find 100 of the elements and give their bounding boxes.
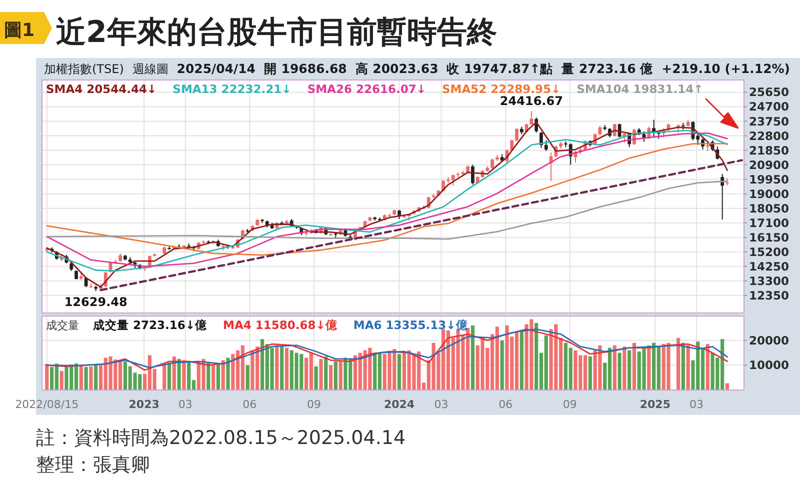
bar <box>314 366 318 390</box>
bar <box>94 364 98 390</box>
text: 高 20023.63 <box>355 61 438 76</box>
y-tick-label: 21850 <box>749 143 790 158</box>
bar <box>338 361 342 390</box>
bar <box>275 345 279 390</box>
annotation: 24416.67 <box>500 94 563 108</box>
x-tick-label: 06 <box>498 398 513 411</box>
bar <box>470 325 475 390</box>
text: +219.10 (+1.12%) <box>662 61 790 76</box>
text: SMA4 20544.44↓ <box>46 82 157 96</box>
candlestick <box>515 128 518 142</box>
candlestick <box>471 164 474 186</box>
bar <box>706 344 710 390</box>
bar <box>280 346 284 390</box>
line-series <box>46 180 728 240</box>
y-tick-label: 22800 <box>749 128 790 143</box>
text: 2025/04/14 <box>176 61 256 76</box>
text: SMA104 19831.14↑ <box>576 82 704 96</box>
x-tick-label: 06 <box>242 398 257 411</box>
bar <box>328 365 333 390</box>
bar <box>89 366 93 390</box>
x-tick-label: 03 <box>178 398 192 411</box>
y-tick-label: 20900 <box>749 158 790 172</box>
line-series <box>46 142 728 256</box>
y-tick-label: 10000 <box>749 358 790 372</box>
y-tick-label: 17100 <box>749 216 790 230</box>
series-label: MA4 11580.68↓億 <box>223 318 338 332</box>
text: 註：資料時間為2022.08.15～2025.04.14 <box>36 427 406 449</box>
y-tick-label: 23750 <box>749 114 790 128</box>
y-tick-label: 19950 <box>749 172 790 186</box>
bar <box>612 345 616 390</box>
candlestick <box>706 141 710 152</box>
candlestick <box>544 140 548 152</box>
y-tick-label: 25650 <box>749 85 790 100</box>
text: SMA52 22289.95↓ <box>442 82 561 96</box>
bar <box>588 356 592 390</box>
y-tick-label: 13300 <box>749 274 790 288</box>
y-tick-label: 20000 <box>749 333 790 348</box>
text: 量 2723.16 億 <box>560 61 654 76</box>
candlestick <box>74 270 78 280</box>
series-label: MA6 13355.13↓億 <box>353 318 469 332</box>
text: 開 19686.68 <box>264 61 347 76</box>
text: 成交量 2723.16↓億 <box>92 318 208 332</box>
bar <box>334 361 338 390</box>
text: 整理：張真卿 <box>36 454 150 476</box>
bar <box>177 358 181 390</box>
chart-title: 成交量 <box>46 319 79 332</box>
y-tick-label: 19000 <box>749 186 790 201</box>
candlestick <box>612 123 616 138</box>
bar <box>397 354 402 390</box>
x-tick-label: 2025 <box>640 398 671 411</box>
bar <box>221 360 225 390</box>
y-tick-label: 18050 <box>749 201 790 216</box>
candlestick <box>540 131 543 148</box>
x-tick-label: 03 <box>434 398 448 411</box>
x-tick-label: 2023 <box>128 398 160 411</box>
x-tick-label: 03 <box>689 398 704 411</box>
bar <box>681 342 685 390</box>
x-tick-label: 09 <box>306 398 321 411</box>
bar <box>622 346 626 390</box>
text: SMA26 22616.07↓ <box>307 82 426 96</box>
x-tick-label: 2022/08/15 <box>15 398 79 411</box>
bar <box>686 345 690 390</box>
candlestick <box>490 158 494 170</box>
x-tick-label: 09 <box>562 398 577 411</box>
bar <box>324 356 328 390</box>
y-tick-label: 24700 <box>749 100 790 114</box>
bar <box>284 348 289 390</box>
bar <box>647 345 651 390</box>
bar <box>84 366 88 390</box>
bar <box>162 364 166 390</box>
bar <box>45 364 49 390</box>
y-tick-label: 15200 <box>749 244 790 259</box>
annotation: 12629.48 <box>64 295 128 310</box>
bar <box>226 358 230 390</box>
chart-title: 近2年來的台股牛市目前暫時告終 <box>56 15 497 50</box>
x-tick-label: 2024 <box>384 398 415 411</box>
text: SMA13 22232.21↓ <box>172 82 292 96</box>
bar <box>246 365 250 390</box>
bar <box>618 352 622 390</box>
y-tick-label: 16150 <box>749 230 790 244</box>
badge: 圖1 <box>0 12 52 44</box>
bar <box>628 350 632 390</box>
bar <box>60 370 64 390</box>
candlestick <box>530 110 534 126</box>
bar <box>676 338 680 390</box>
y-tick-label: 12350 <box>749 288 790 302</box>
y-tick-label: 14250 <box>749 259 790 274</box>
bar <box>212 365 216 390</box>
bar <box>216 364 220 390</box>
bar <box>167 362 172 390</box>
text: 加權指數(TSE) <box>44 62 124 76</box>
text: 週線圖 <box>132 62 168 76</box>
bar <box>520 330 524 390</box>
text: 收 19747.87↑點 <box>446 61 554 76</box>
bar <box>500 340 504 390</box>
bar <box>632 342 636 390</box>
caption: 圖1 <box>4 20 35 41</box>
bar <box>725 383 730 390</box>
